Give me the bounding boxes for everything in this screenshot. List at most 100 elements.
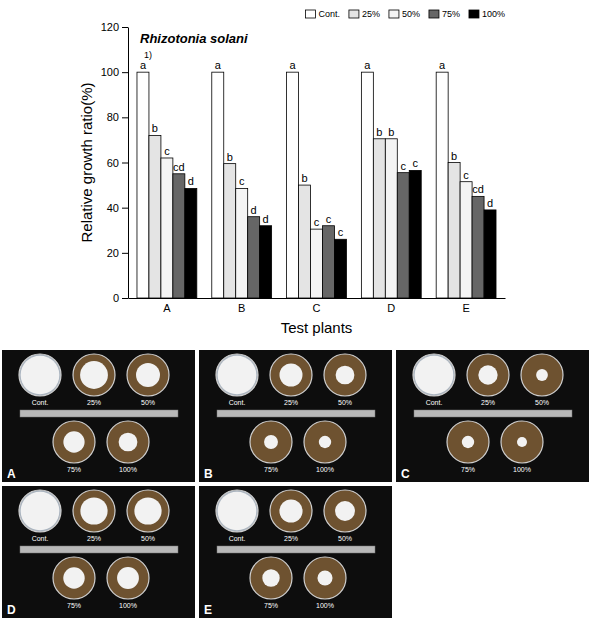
legend-label: 100% [482, 9, 505, 19]
panel-letter: D [7, 603, 16, 617]
figure: 020406080100120ABCDETest plantsRelative … [0, 0, 593, 622]
ruler [20, 546, 178, 553]
ruler [217, 410, 375, 417]
colony [218, 492, 257, 531]
colony [462, 436, 474, 448]
significance-letter: c [164, 145, 170, 157]
petri-dish [216, 354, 258, 396]
photo-panel: Cont.25%50%75%100%C [396, 350, 589, 482]
dish-label: 50% [141, 535, 155, 542]
legend-item: 50% [389, 9, 420, 19]
significance-letter: c [412, 157, 418, 169]
legend-label: 25% [362, 9, 380, 19]
significance-letter: b [451, 150, 457, 162]
panel-background [396, 350, 589, 482]
bar [448, 163, 460, 299]
bar [287, 72, 299, 298]
bar [397, 173, 409, 298]
petri-dish [216, 490, 258, 532]
colony [117, 567, 139, 589]
colony [415, 356, 454, 395]
legend-item: 100% [469, 9, 505, 19]
photo-panel: Cont.25%50%75%100%B [199, 350, 392, 482]
bar [173, 174, 185, 298]
bar [385, 139, 397, 298]
significance-letter: a [290, 59, 297, 71]
legend: Cont. 25% 50% 75% 100% [305, 9, 505, 19]
significance-letter: b [376, 126, 382, 138]
significance-letter: d [188, 175, 194, 187]
dish-label: 75% [67, 466, 81, 473]
dish-label: 100% [316, 602, 334, 609]
y-axis-line [128, 28, 129, 299]
dish-label: 25% [284, 399, 298, 406]
y-tick-mark [122, 208, 128, 209]
petri-dish [270, 354, 312, 396]
colony [63, 431, 84, 452]
colony [317, 570, 332, 585]
petri-dish [501, 421, 543, 463]
bar [436, 72, 448, 298]
dish-label: 75% [461, 466, 475, 473]
legend-item: 75% [429, 9, 460, 19]
petri-dish [304, 557, 346, 599]
bar [137, 72, 149, 298]
x-tick: A [163, 298, 171, 314]
petri-dish [127, 490, 169, 532]
bar [373, 139, 385, 298]
legend-swatch [305, 10, 315, 18]
ruler [217, 546, 375, 553]
y-tick-mark [122, 163, 128, 164]
significance-letter: c [401, 160, 407, 172]
significance-letter: cd [472, 183, 484, 195]
legend-label: 50% [402, 9, 420, 19]
y-tick: 60 [107, 157, 128, 169]
significance-letter: a [439, 59, 446, 71]
x-axis-title: Test plants [281, 319, 353, 336]
photo-panels: Cont.25%50%75%100%ACont.25%50%75%100%BCo… [2, 350, 589, 618]
x-tick-label: D [387, 302, 395, 314]
dish-label: 50% [338, 535, 352, 542]
legend-label: Cont. [318, 9, 340, 19]
legend-swatch [349, 10, 359, 18]
significance-letter: c [239, 175, 245, 187]
legend-swatch [429, 10, 439, 18]
legend-item: Cont. [305, 9, 340, 19]
dish-label: 75% [264, 602, 278, 609]
colony [63, 567, 84, 588]
petri-dish [19, 354, 61, 396]
colony [80, 361, 108, 389]
significance-letters: aaaaabbbbbcccbccddcccdddccd [140, 59, 493, 238]
significance-letter: c [338, 226, 344, 238]
y-tick: 100 [101, 66, 128, 78]
dish-label: 25% [87, 535, 101, 542]
x-tick: D [387, 298, 395, 314]
panel-letter: A [7, 467, 16, 481]
petri-dish [521, 354, 563, 396]
dish-label: 50% [535, 399, 549, 406]
colony [264, 435, 278, 449]
petri-dish [73, 490, 115, 532]
significance-letter: b [301, 172, 307, 184]
colony [80, 497, 107, 524]
petri-dish [324, 354, 366, 396]
colony [335, 501, 355, 521]
petri-dish [250, 557, 292, 599]
petri-dish [447, 421, 489, 463]
y-tick: 20 [107, 247, 128, 259]
dish-label: Cont. [32, 399, 49, 406]
x-tick-label: E [462, 302, 469, 314]
colony [279, 499, 302, 522]
petri-dish [107, 421, 149, 463]
dish-label: Cont. [426, 399, 443, 406]
y-tick-label: 80 [107, 111, 119, 123]
y-tick: 0 [113, 292, 128, 304]
photo-panel: Cont.25%50%75%100%A [2, 350, 195, 482]
chart-title: Rhizotonia solani [140, 31, 248, 46]
petri-dish [324, 490, 366, 532]
significance-letter: cd [173, 161, 185, 173]
y-tick-label: 20 [107, 247, 119, 259]
significance-letter: d [263, 213, 269, 225]
petri-dish [413, 354, 455, 396]
bar [185, 188, 197, 298]
